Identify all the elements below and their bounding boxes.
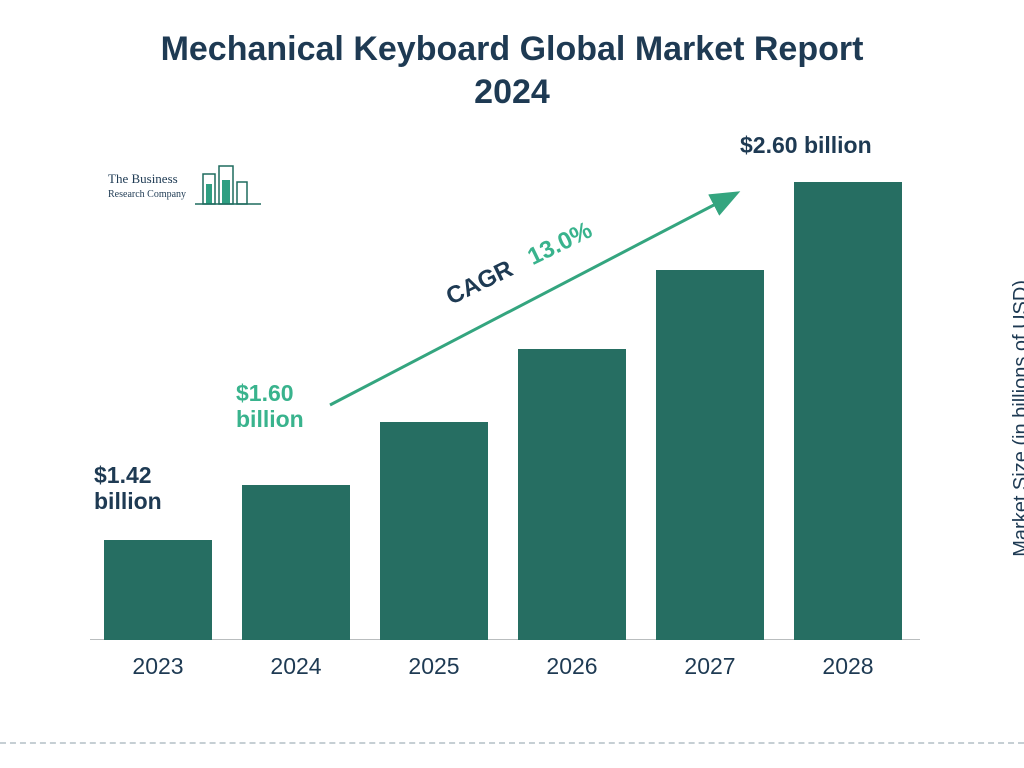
bar-2028 [794, 182, 902, 640]
value-callout-0: $1.42billion [94, 462, 162, 515]
chart-title: Mechanical Keyboard Global Market Report… [0, 28, 1024, 113]
xlabel-2028: 2028 [794, 653, 902, 680]
title-line-2: 2024 [474, 73, 550, 111]
bar-2026 [518, 349, 626, 640]
xlabel-2024: 2024 [242, 653, 350, 680]
bar-2025 [380, 422, 488, 640]
bar-2023 [104, 540, 212, 640]
xlabel-2026: 2026 [518, 653, 626, 680]
xlabel-2023: 2023 [104, 653, 212, 680]
footer-divider [0, 742, 1024, 744]
value-callout-1: $1.60billion [236, 380, 304, 433]
xlabel-2027: 2027 [656, 653, 764, 680]
bar-chart: 2023 2024 2025 2026 2027 2028 [90, 170, 920, 680]
value-callout-2: $2.60 billion [740, 132, 872, 158]
xlabel-2025: 2025 [380, 653, 488, 680]
y-axis-label: Market Size (in billions of USD) [1010, 280, 1024, 557]
title-line-1: Mechanical Keyboard Global Market Report [161, 30, 864, 68]
bar-2027 [656, 270, 764, 640]
bar-2024 [242, 485, 350, 640]
